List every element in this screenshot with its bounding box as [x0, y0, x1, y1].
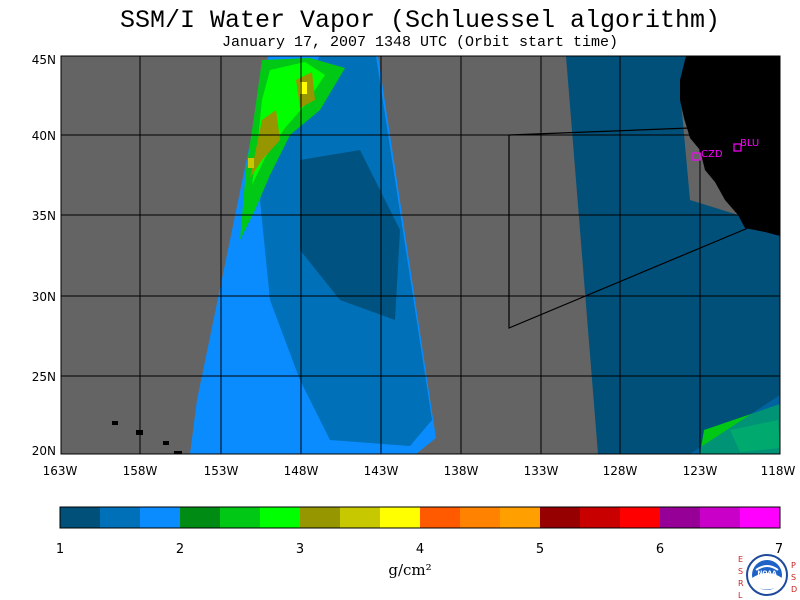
station-label: CZD: [701, 149, 723, 160]
longitude-labels: 163W 158W 153W 148W 143W 138W 133W 128W …: [43, 464, 796, 478]
psd-letter: S: [791, 573, 796, 582]
lon-label: 123W: [683, 464, 718, 478]
colorbar-swatch: [500, 507, 541, 528]
station-marker: [692, 152, 701, 161]
colorbar-tick-label: 4: [416, 542, 424, 557]
colorbar-tick-label: 3: [296, 542, 304, 557]
station-label: BLU: [740, 138, 759, 149]
colorbar-swatch: [620, 507, 661, 528]
colorbar-swatch: [460, 507, 501, 528]
moist-plume-yellow2: [248, 158, 254, 168]
lon-label: 133W: [524, 464, 559, 478]
lon-label: 143W: [364, 464, 399, 478]
lon-label: 163W: [43, 464, 78, 478]
colorbar-swatch: [100, 507, 141, 528]
colorbar-swatch: [740, 507, 781, 528]
lon-label: 148W: [284, 464, 319, 478]
island: [112, 421, 118, 425]
colorbar-units: g/cm²: [388, 561, 432, 579]
colorbar-tick-label: 1: [56, 542, 64, 557]
esrl-letter: E: [738, 555, 743, 564]
colorbar-tick-label: 7: [775, 542, 783, 557]
lon-label: 158W: [123, 464, 158, 478]
colorbar-swatch: [340, 507, 381, 528]
colorbar-frame: [59, 506, 781, 529]
esrl-letter: L: [738, 591, 743, 600]
psd-letter: P: [791, 561, 796, 570]
lat-label: 40N: [32, 129, 56, 143]
colorbar-swatch: [540, 507, 581, 528]
esrl-letter: S: [738, 567, 743, 576]
island: [174, 451, 182, 454]
colorbar-swatch: [300, 507, 341, 528]
colorbar-swatch: [580, 507, 621, 528]
map-frame: [60, 55, 781, 455]
latitude-labels: 45N 40N 35N 30N 25N 20N: [32, 53, 56, 458]
colorbar-swatch: [660, 507, 701, 528]
colorbar-labels: 1 2 3 4 5 6 7: [56, 542, 783, 557]
graticule: [61, 56, 780, 454]
flight-track: [508, 135, 749, 329]
flight-track: [508, 127, 691, 136]
colorbar-swatch: [220, 507, 261, 528]
lat-label: 25N: [32, 370, 56, 384]
moist-plume-olive2: [250, 110, 280, 178]
lon-label: 128W: [603, 464, 638, 478]
psd-letter: D: [791, 585, 797, 594]
island: [163, 441, 169, 445]
esrl-letter: R: [738, 579, 744, 588]
moist-plume-yellow: [300, 82, 307, 94]
swath-west-drier: [300, 150, 400, 320]
colorbar-tick-label: 2: [176, 542, 184, 557]
colorbar-swatch: [60, 507, 101, 528]
lat-label: 20N: [32, 444, 56, 458]
colorbar-swatch: [380, 507, 421, 528]
colorbar-swatch: [180, 507, 221, 528]
colorbar-swatch: [700, 507, 741, 528]
map-panel: CZD BLU: [61, 56, 780, 454]
colorbar-swatch: [260, 507, 301, 528]
page-title: SSM/I Water Vapor (Schluessel algorithm): [119, 6, 721, 35]
noaa-logo-text: NOAA: [757, 570, 777, 577]
colorbar-swatch: [140, 507, 181, 528]
lat-label: 45N: [32, 53, 56, 67]
lat-label: 35N: [32, 209, 56, 223]
land-north-america: [680, 56, 780, 236]
station-marker: [733, 143, 742, 152]
page-subtitle: January 17, 2007 1348 UTC (Orbit start t…: [221, 34, 619, 51]
colorbar-tick-label: 6: [656, 542, 664, 557]
noaa-logo: NOAA E S R L P S D: [738, 554, 797, 600]
colorbar-swatch: [420, 507, 461, 528]
lon-label: 118W: [761, 464, 796, 478]
lon-label: 153W: [204, 464, 239, 478]
colorbar-tick-label: 5: [536, 542, 544, 557]
lon-label: 138W: [444, 464, 479, 478]
colorbar: [60, 507, 781, 528]
swath-east-edge: [690, 395, 780, 454]
lat-label: 30N: [32, 290, 56, 304]
